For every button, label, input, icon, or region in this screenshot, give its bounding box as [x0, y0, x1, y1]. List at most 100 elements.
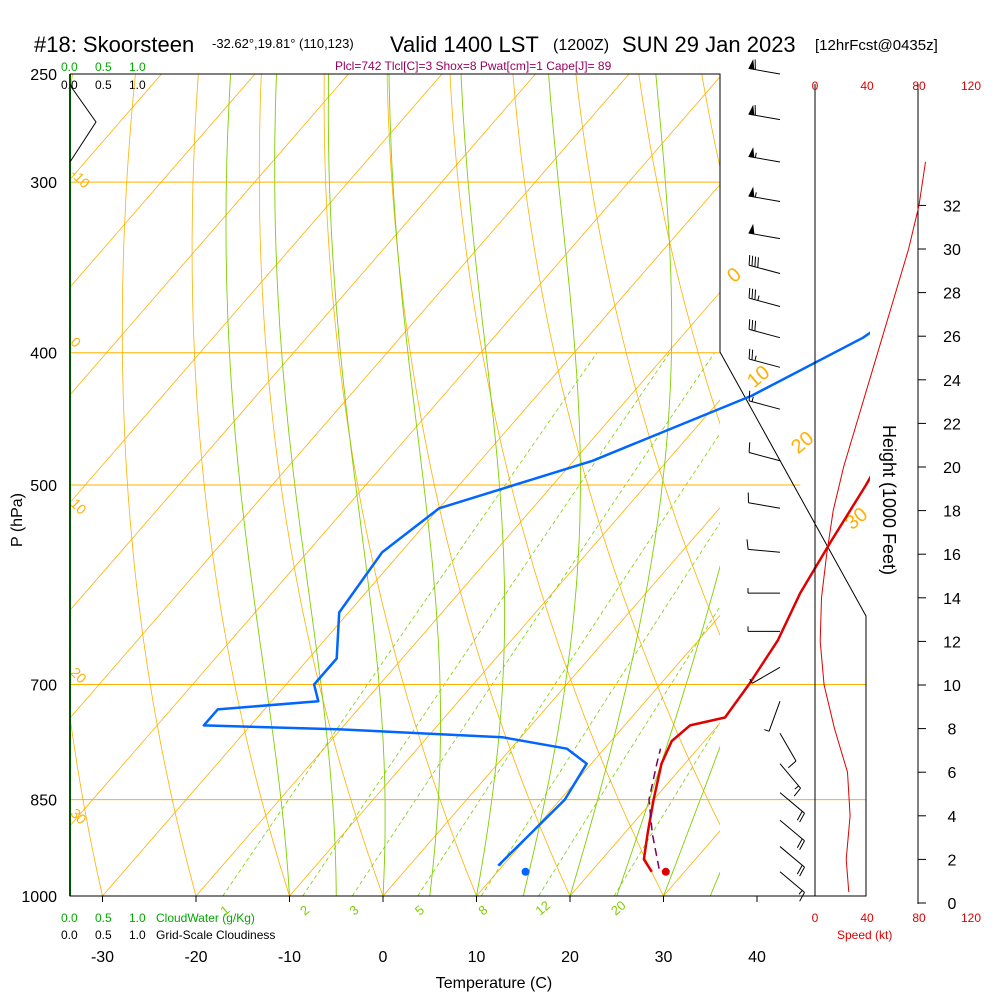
dry-adiabat-line [891, 74, 1000, 896]
wind-barb-staff [748, 358, 781, 368]
wind-barb-flag [748, 319, 751, 330]
wind-barb-flag [754, 320, 757, 331]
wind-barb-staff [779, 733, 797, 762]
y-tick-label: 700 [30, 678, 57, 695]
wind-barb-pennant [748, 186, 755, 198]
y-tick-label: 850 [30, 793, 57, 810]
wind-barbs [746, 59, 805, 902]
mixing-ratio-labels: 1 2 3 5 8 12 20 [217, 898, 628, 919]
forecast-info: [12hrFcst@0435z] [815, 37, 938, 54]
wind-barb-pennant [748, 147, 755, 158]
wind-barb [748, 59, 781, 75]
wind-barb-staff [748, 400, 781, 410]
mixing-ratio-label: 5 [412, 902, 427, 918]
dry-adiabat-line [121, 74, 197, 896]
cloudwater-tick-top-2: 1.0 [129, 60, 146, 74]
speed-tick-bottom: 120 [961, 911, 981, 925]
wind-barb-staff [748, 297, 781, 307]
wind-barb-staff [768, 701, 781, 732]
valid-time: Valid 1400 LST [390, 32, 539, 57]
speed-tick-bottom: 0 [812, 911, 819, 925]
wind-barb [779, 763, 801, 797]
x-axis-label: Temperature (C) [436, 975, 552, 992]
sounding-indices: Plcl=742 Tlcl[C]=3 Shox=8 Pwat[cm]=1 Cap… [335, 59, 612, 73]
dry-adiabat-line [0, 74, 10, 896]
sounding-profiles [202, 331, 870, 876]
mixing-ratio-line [480, 522, 720, 896]
wind-barb-staff [779, 846, 805, 868]
wind-barb-staff [748, 113, 781, 121]
mixing-ratio-label: 8 [475, 902, 490, 918]
height-tick-label: 30 [943, 242, 961, 259]
height-tick-label: 32 [943, 198, 961, 215]
wind-barb [748, 348, 781, 368]
wind-barb-half-flag [751, 396, 754, 402]
cloudiness-tick-0: 0.0 [61, 928, 78, 942]
wind-barb-flag [748, 287, 751, 299]
moist-adiabat-line [327, 74, 386, 896]
cloud-legend-top: 0.0 0.5 1.0 0.0 0.5 1.0 [61, 60, 146, 92]
wind-barb [779, 733, 797, 769]
height-axis-label: Height (1000 Feet) [879, 425, 899, 575]
wind-barb-flag [799, 812, 805, 823]
wind-barb-flag [757, 257, 759, 268]
wind-barb [746, 539, 781, 553]
height-tick-label: 14 [943, 591, 961, 608]
mixing-ratio-line [417, 432, 720, 896]
wind-barb [779, 819, 805, 850]
height-tick-label: 24 [943, 373, 961, 390]
zulu-time: (1200Z) [553, 37, 609, 54]
dry-adiabat-line [953, 74, 1000, 896]
wind-barb-flag [751, 349, 754, 360]
wind-barb-staff [748, 328, 781, 339]
dry-adiabat-line [449, 74, 664, 896]
wind-barb-staff [779, 792, 805, 814]
thermodynamic-background [0, 74, 1000, 896]
y-tick-label: 1000 [21, 889, 57, 906]
temperature-profile [642, 475, 870, 873]
isotherm-line [382, 507, 720, 896]
wind-barb [748, 255, 781, 274]
wind-barb-flag [793, 787, 801, 797]
speed-tick-top: 40 [860, 79, 874, 93]
dry-adiabat-line [638, 74, 720, 426]
station-name: #18: Skoorsteen [34, 32, 194, 57]
wind-barb-staff [748, 232, 781, 240]
mixing-ratio-label: 12 [532, 898, 553, 919]
cloudiness-tick-1: 0.5 [95, 928, 112, 942]
wind-barb [779, 846, 805, 877]
wind-barb-staff [748, 502, 781, 509]
height-tick-label: 16 [943, 547, 961, 564]
height-tick-label: 28 [943, 286, 961, 303]
surface-temperature-point [661, 867, 670, 876]
cloudiness-label: Grid-Scale Cloudiness [156, 928, 275, 942]
wind-barb [748, 223, 781, 240]
wind-barb-pennant [748, 104, 755, 116]
dry-adiabat-label-right: 20 [787, 427, 818, 458]
wind-barb-flag [748, 255, 751, 266]
speed-tick-bottom: 40 [860, 911, 874, 925]
mixing-ratio-line [302, 352, 671, 896]
wind-barb-half-flag [757, 295, 760, 301]
wind-barb [748, 186, 781, 203]
cloudiness-tick-2: 1.0 [129, 928, 146, 942]
x-tick-label: 20 [561, 949, 579, 966]
height-tick-label: 6 [948, 765, 957, 782]
wind-barb-flag [799, 866, 805, 877]
x-tick-label: 30 [655, 949, 673, 966]
chart-title: #18: Skoorsteen -32.62°,19.81° (110,123)… [34, 32, 938, 57]
dry-adiabat-line [70, 74, 103, 896]
height-tick-label: 26 [943, 329, 961, 346]
wind-barb-flag [751, 255, 754, 267]
wind-barb-staff [748, 264, 781, 274]
wind-barb-flag [754, 289, 757, 300]
wind-barb-half-flag [754, 192, 757, 198]
cloudwater-tick-1: 0.5 [95, 911, 112, 925]
station-coords: -32.62°,19.81° (110,123) [212, 36, 354, 51]
y-axis-label: P (hPa) [9, 493, 26, 547]
mixing-ratio-label: 3 [346, 902, 361, 918]
wind-barb-half-flag [754, 152, 757, 158]
